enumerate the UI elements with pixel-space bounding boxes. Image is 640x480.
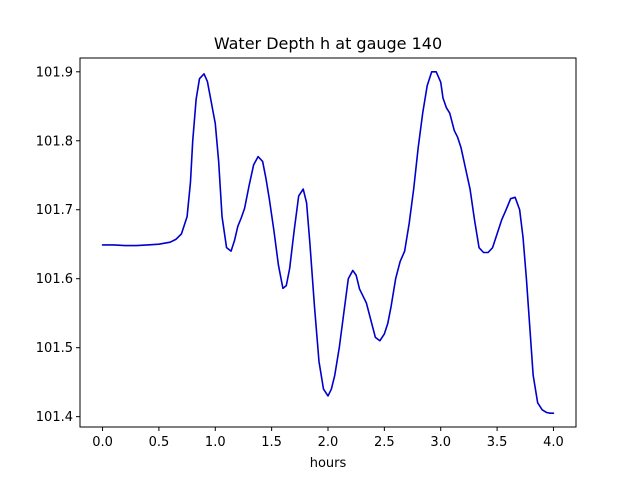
x-tick-label: 4.0 (543, 435, 564, 450)
plot-area (79, 57, 577, 428)
y-tick-label: 101.4 (36, 410, 73, 425)
x-tick-label: 2.5 (374, 435, 395, 450)
series-line (101, 70, 555, 415)
axes-frame (79, 57, 577, 428)
x-tick-label: 2.0 (318, 435, 339, 450)
x-tick-label: 1.0 (205, 435, 226, 450)
x-tick-label: 3.5 (487, 435, 508, 450)
x-axis: 0.0 0.5 1.0 1.5 2.0 2.5 3.0 3.5 4.0 (92, 427, 564, 450)
y-tick-label: 101.8 (36, 134, 73, 149)
y-tick-label: 101.5 (36, 341, 73, 356)
y-tick-label: 101.6 (36, 272, 73, 287)
y-axis: 101.4 101.5 101.6 101.7 101.8 101.9 (36, 65, 80, 425)
x-tick-label: 1.5 (261, 435, 282, 450)
x-tick-label: 0.5 (149, 435, 170, 450)
chart-title: Water Depth h at gauge 140 (214, 34, 442, 53)
y-tick-label: 101.7 (36, 203, 73, 218)
x-tick-label: 3.0 (430, 435, 451, 450)
y-tick-label: 101.9 (36, 65, 73, 80)
x-axis-label: hours (310, 456, 347, 471)
x-tick-label: 0.0 (92, 435, 113, 450)
